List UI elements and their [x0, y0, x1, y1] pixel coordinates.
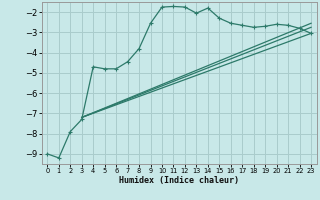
X-axis label: Humidex (Indice chaleur): Humidex (Indice chaleur) — [119, 176, 239, 185]
